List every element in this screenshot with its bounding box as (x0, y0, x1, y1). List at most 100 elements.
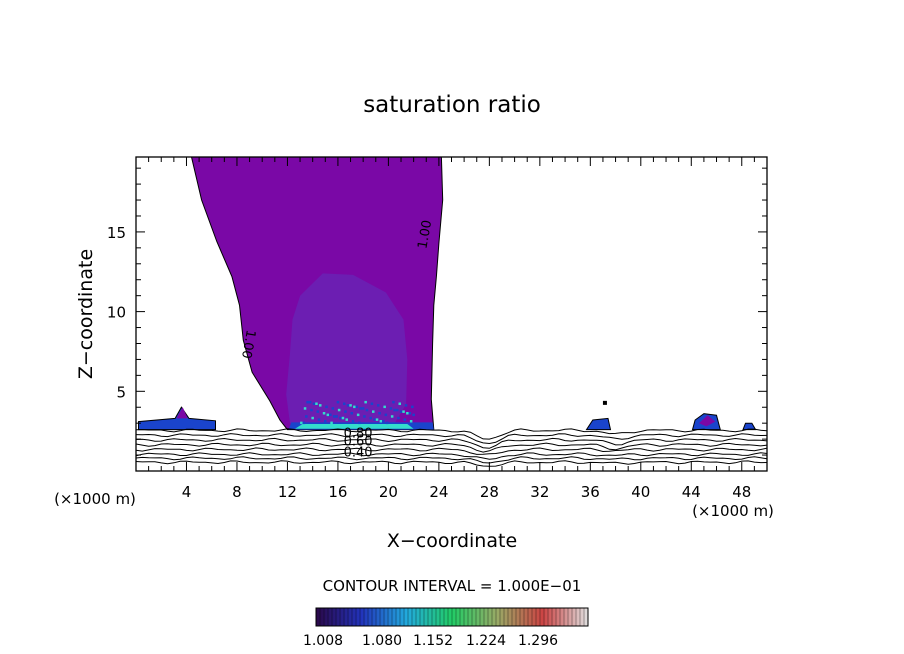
speckle (409, 420, 413, 423)
x-tick-label: 4 (182, 483, 192, 501)
speckle (363, 415, 366, 418)
speckle (396, 408, 399, 412)
speckle (349, 404, 352, 407)
surface-blob-peak (176, 407, 188, 419)
x-units-left: (×1000 m) (54, 490, 136, 508)
speckle (379, 420, 383, 423)
speckle (330, 421, 333, 425)
colorbar-tick-labels: 1.008 1.080 1.152 1.224 1.296 (303, 633, 558, 649)
speckle (372, 410, 375, 413)
speckle (384, 413, 388, 417)
saturation-fill-regions (138, 156, 757, 431)
plot-area: 1.00 1.00 0.800.600.40 (135, 156, 768, 472)
x-tick-label: 8 (232, 483, 242, 501)
x-tick-label: 36 (581, 483, 600, 501)
speckle (345, 418, 348, 421)
contour-line (135, 428, 768, 440)
speckle (385, 421, 389, 425)
y-axis-label: Z−coordinate (75, 249, 97, 379)
contour-labels: 1.00 1.00 0.800.600.40 (238, 219, 435, 461)
speckle (332, 415, 336, 418)
speckle (335, 415, 338, 418)
contour-line (135, 460, 768, 467)
speckle (305, 415, 308, 418)
contour-line (135, 433, 768, 445)
speckle (325, 405, 328, 409)
speckle (350, 412, 353, 415)
contour-line (135, 456, 768, 464)
speckle (377, 404, 380, 407)
axis-ticks (136, 157, 767, 471)
contour-interval-note: CONTOUR INTERVAL = 1.000E−01 (323, 577, 582, 595)
x-tick-label: 20 (379, 483, 398, 501)
speckle (310, 408, 313, 412)
speckle (331, 407, 335, 410)
speckle (343, 402, 346, 405)
y-tick-label: 10 (107, 304, 126, 322)
x-tick-label: 28 (480, 483, 499, 501)
speckle (389, 407, 393, 410)
x-tick-label: 48 (732, 483, 751, 501)
speckle (406, 412, 409, 415)
contour-line (135, 452, 768, 460)
isolated-contour-dot (602, 400, 607, 405)
contour-line (135, 442, 768, 453)
speckle (315, 402, 318, 405)
speckle (341, 416, 345, 420)
x-tick-labels: 4 8 12 16 20 24 28 32 36 40 44 48 (182, 483, 752, 501)
contour-line (135, 447, 768, 455)
speckle (408, 412, 412, 415)
colorbar-label: 1.224 (466, 633, 506, 649)
speckle (316, 410, 319, 413)
x-axis-label: X−coordinate (387, 530, 517, 552)
speckle (356, 413, 360, 417)
colorbar-label: 1.080 (362, 633, 402, 649)
plume-core-fill (286, 273, 408, 424)
x-tick-label: 12 (278, 483, 297, 501)
speckle (359, 407, 362, 410)
colorbar-label: 1.152 (413, 633, 453, 649)
speckle (393, 408, 396, 412)
surface-blob-fill (585, 417, 612, 431)
speckle (329, 413, 332, 417)
speckle (382, 420, 385, 423)
speckle (344, 410, 347, 413)
speckle (353, 405, 356, 409)
speckle (346, 404, 350, 407)
speckle (383, 405, 386, 409)
speckle (337, 408, 341, 412)
speckle (373, 418, 376, 421)
speckle (317, 418, 321, 421)
contour-label: 0.60 (344, 435, 373, 450)
speckle (390, 415, 394, 418)
speckle (398, 402, 401, 405)
y-tick-label: 5 (116, 383, 126, 401)
colorbar: 1.008 1.080 1.152 1.224 1.296 (303, 607, 589, 649)
speckle (339, 416, 342, 420)
speckle (355, 405, 359, 409)
colorbar-label: 1.296 (518, 633, 558, 649)
speckle (378, 412, 381, 415)
speckle (361, 407, 365, 410)
y-tick-label: 15 (107, 224, 126, 242)
colorbar-label: 1.008 (303, 633, 343, 649)
speckle (397, 416, 400, 420)
speckle (351, 420, 355, 423)
speckle (312, 402, 316, 405)
speckle (411, 405, 414, 409)
speckle (365, 408, 369, 412)
speckle (404, 404, 408, 407)
speckle (399, 410, 403, 413)
plume-base-cyan (295, 424, 414, 429)
speckle (308, 400, 312, 404)
speckle (392, 400, 395, 404)
contour-label: 0.80 (344, 427, 373, 442)
contour-lines (135, 428, 768, 467)
contour-line (135, 437, 768, 449)
x-tick-label: 32 (530, 483, 549, 501)
speckle (412, 413, 415, 417)
colorbar-stripes (319, 608, 585, 626)
speckle (311, 416, 314, 420)
y-tick-labels: 5 10 15 (107, 224, 126, 401)
speckle (369, 416, 372, 420)
